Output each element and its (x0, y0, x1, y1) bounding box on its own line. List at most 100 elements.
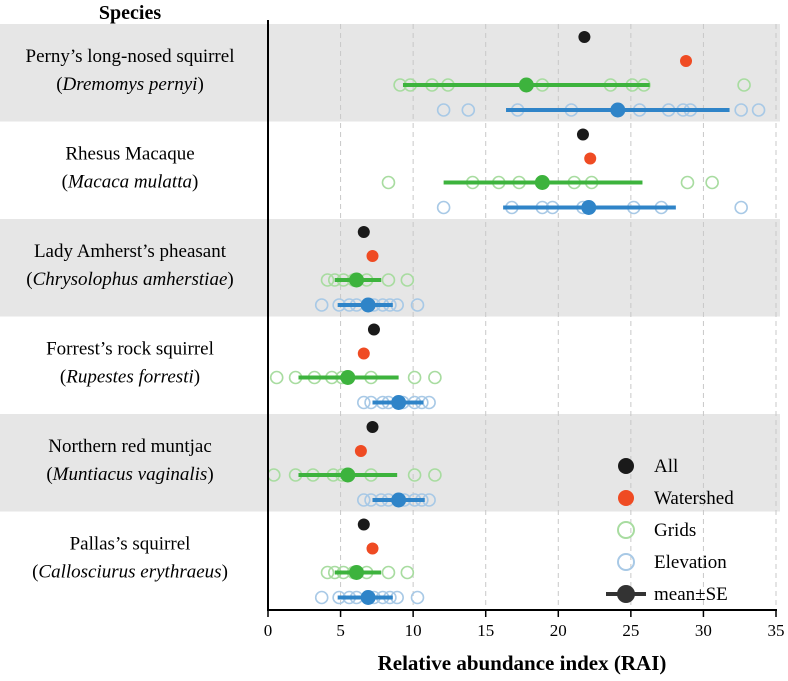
grids-point (381, 175, 396, 190)
species-scientific-name: (Callosciurus erythraeus) (32, 562, 228, 583)
elevation-point (751, 103, 766, 117)
legend: All Watershed Grids Elevation mean±SE (606, 456, 734, 605)
paren-open: ( (56, 74, 62, 95)
species-group (269, 323, 442, 410)
grids-mean (349, 565, 365, 580)
species-scientific-name: (Rupestes forresti) (60, 367, 200, 388)
legend-label: Watershed (654, 488, 734, 509)
species-common-name: Rhesus Macaque (65, 144, 194, 165)
elevation-mean (581, 200, 597, 215)
elevation-point (410, 298, 425, 312)
legend-all-swatch (618, 458, 634, 474)
sci-name-text: Rupestes forresti (65, 367, 194, 388)
grids-point (428, 468, 442, 482)
elevation-point (734, 200, 748, 215)
grids-mean (340, 370, 356, 385)
elevation-point (436, 103, 451, 117)
sci-name-text: Macaca mulatta (67, 172, 192, 193)
grids-point (428, 370, 442, 385)
x-tick-label: 25 (622, 621, 639, 640)
watershed-point (366, 542, 379, 555)
elevation-mean (360, 590, 376, 605)
species-common-name: Perny’s long-nosed squirrel (26, 46, 235, 67)
species-common-name: Forrest’s rock squirrel (46, 339, 214, 360)
elevation-point (410, 590, 425, 605)
sci-name-text: Callosciurus erythraeus (38, 562, 221, 583)
elevation-mean (391, 395, 407, 410)
all-point (367, 323, 380, 336)
all-point (576, 128, 589, 141)
all-point (357, 226, 370, 238)
grids-mean (349, 272, 365, 288)
species-band (0, 219, 780, 317)
species-group (393, 31, 766, 118)
axes: 0 5 10 15 20 25 30 35 Relative abundance index (… (264, 20, 785, 675)
paren-open: ( (32, 562, 38, 583)
grids-point (407, 370, 422, 385)
legend-label: Grids (654, 520, 696, 541)
species-bands (0, 24, 780, 512)
elevation-point (422, 395, 436, 410)
sci-name-text: Dremomys pernyi (62, 74, 198, 95)
grids-point (737, 78, 751, 92)
species-group (314, 226, 425, 313)
legend-item: Watershed (618, 488, 734, 509)
elevation-point (436, 200, 451, 215)
legend-watershed-swatch (618, 490, 634, 506)
x-tick-label: 35 (768, 621, 785, 640)
elevation-point (314, 590, 329, 605)
legend-item: Elevation (617, 552, 727, 573)
species-scientific-name: (Dremomys pernyi) (56, 74, 204, 95)
watershed-point (366, 250, 379, 262)
paren-close: ) (207, 464, 213, 485)
species-common-name: Northern red muntjac (48, 436, 212, 457)
elevation-point (356, 395, 371, 410)
paren-open: ( (26, 269, 32, 290)
grids-point (400, 565, 415, 580)
species-common-name: Lady Amherst’s pheasant (34, 241, 227, 262)
grids-point (381, 565, 396, 580)
paren-close: ) (222, 562, 228, 583)
species-band (0, 24, 780, 122)
watershed-point (354, 445, 367, 457)
species-scientific-name: (Chrysolophus amherstiae) (26, 269, 233, 290)
x-tick-label: 0 (264, 621, 273, 640)
grids-point (705, 175, 719, 190)
species-band (0, 414, 780, 512)
legend-item: Grids (617, 520, 696, 541)
all-point (578, 31, 591, 43)
elevation-mean (391, 492, 407, 508)
all-point (357, 518, 370, 531)
grids-point (400, 273, 415, 287)
x-tick-label: 10 (405, 621, 422, 640)
elevation-mean (360, 297, 376, 313)
species-scientific-name: (Macaca mulatta) (62, 172, 199, 193)
paren-close: ) (197, 74, 203, 95)
legend-elevation-swatch (617, 553, 635, 571)
paren-close: ) (192, 172, 198, 193)
paren-open: ( (60, 367, 66, 388)
grids-mean (518, 77, 534, 93)
grids-point (381, 273, 396, 287)
legend-label: All (654, 456, 678, 477)
grids-mean (340, 467, 356, 483)
x-axis-title: Relative abundance index (RAI) (378, 651, 667, 675)
x-tick-label: 15 (477, 621, 494, 640)
species-scientific-name: (Muntiacus vaginalis) (46, 464, 213, 485)
paren-open: ( (46, 464, 52, 485)
sci-name-text: Chrysolophus amherstiae (33, 269, 228, 290)
sci-name-text: Muntiacus vaginalis (52, 464, 208, 485)
paren-open: ( (62, 172, 68, 193)
legend-mean-se-dot (617, 585, 635, 603)
watershed-point (584, 152, 597, 165)
grids-point (320, 273, 335, 287)
legend-label: mean±SE (654, 584, 728, 605)
grids-point (407, 468, 422, 482)
elevation-point (390, 590, 404, 605)
x-tick-label: 5 (336, 621, 345, 640)
grids-mean (534, 175, 550, 190)
watershed-point (357, 347, 370, 360)
